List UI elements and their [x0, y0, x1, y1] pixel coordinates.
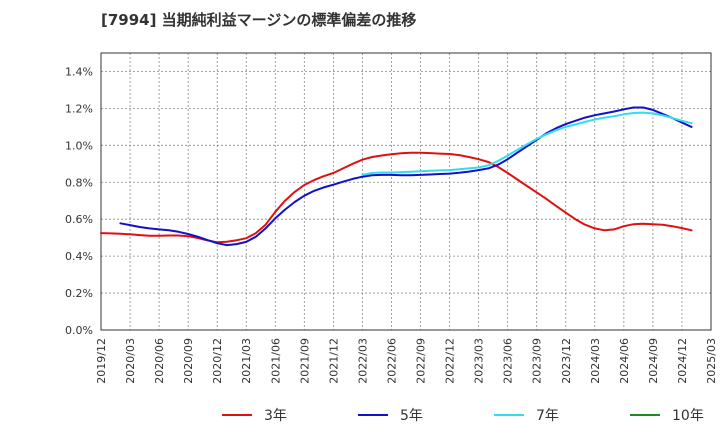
x-tick-label: 2024/12 [676, 338, 689, 384]
y-tick-label: 0.8% [65, 176, 93, 189]
legend-item: 10年 [630, 408, 704, 424]
x-tick-label: 2019/12 [95, 338, 108, 384]
legend-item: 3年 [222, 408, 287, 424]
x-tick-label: 2021/12 [327, 338, 340, 384]
y-tick-label: 0.6% [65, 213, 93, 226]
legend-label: 5年 [400, 408, 423, 424]
x-tick-label: 2020/09 [182, 338, 195, 384]
legend-label: 7年 [536, 408, 559, 424]
x-tick-label: 2022/12 [444, 338, 457, 384]
x-tick-label: 2020/03 [124, 338, 137, 384]
legend-label: 3年 [264, 408, 287, 424]
x-tick-label: 2025/03 [705, 338, 718, 384]
x-axis-ticks: 2019/12 2020/03 2020/06 2020/09 2020/12 2021/… [95, 338, 718, 384]
y-tick-label: 0.0% [65, 324, 93, 337]
y-axis-ticks: 0.0% 0.2% 0.4% 0.6% 0.8% 1.0% 1.2% 1.4% [65, 65, 93, 337]
legend-label: 10年 [672, 408, 704, 424]
x-tick-label: 2022/03 [356, 338, 369, 384]
y-tick-label: 0.4% [65, 250, 93, 263]
x-tick-label: 2021/09 [298, 338, 311, 384]
x-tick-label: 2023/12 [560, 338, 573, 384]
y-tick-label: 1.4% [65, 65, 93, 78]
x-tick-label: 2021/06 [269, 338, 282, 384]
x-tick-label: 2024/06 [618, 338, 631, 384]
legend: 3年 5年 7年 10年 [222, 408, 704, 424]
series-line-1 [100, 151, 693, 244]
plot-frame [100, 52, 712, 331]
legend-item: 7年 [494, 408, 559, 424]
x-tick-label: 2024/03 [589, 338, 602, 384]
y-tick-label: 1.2% [65, 102, 93, 115]
x-tick-label: 2023/06 [502, 338, 515, 384]
x-tick-label: 2024/09 [647, 338, 660, 384]
series-lines [100, 106, 693, 247]
y-tick-label: 1.0% [65, 139, 93, 152]
x-tick-label: 2022/09 [415, 338, 428, 384]
x-tick-label: 2021/03 [240, 338, 253, 384]
y-tick-label: 0.2% [65, 287, 93, 300]
chart-title: [7994] 当期純利益マージンの標準偏差の推移 [101, 11, 416, 29]
x-tick-label: 2020/12 [211, 338, 224, 384]
series-line-3 [361, 111, 693, 176]
x-tick-label: 2023/09 [531, 338, 544, 384]
x-tick-label: 2023/03 [473, 338, 486, 384]
x-tick-label: 2022/06 [385, 338, 398, 384]
grid-lines [101, 53, 711, 330]
legend-item: 5年 [358, 408, 423, 424]
x-tick-label: 2020/06 [153, 338, 166, 384]
series-line-2 [119, 106, 693, 247]
